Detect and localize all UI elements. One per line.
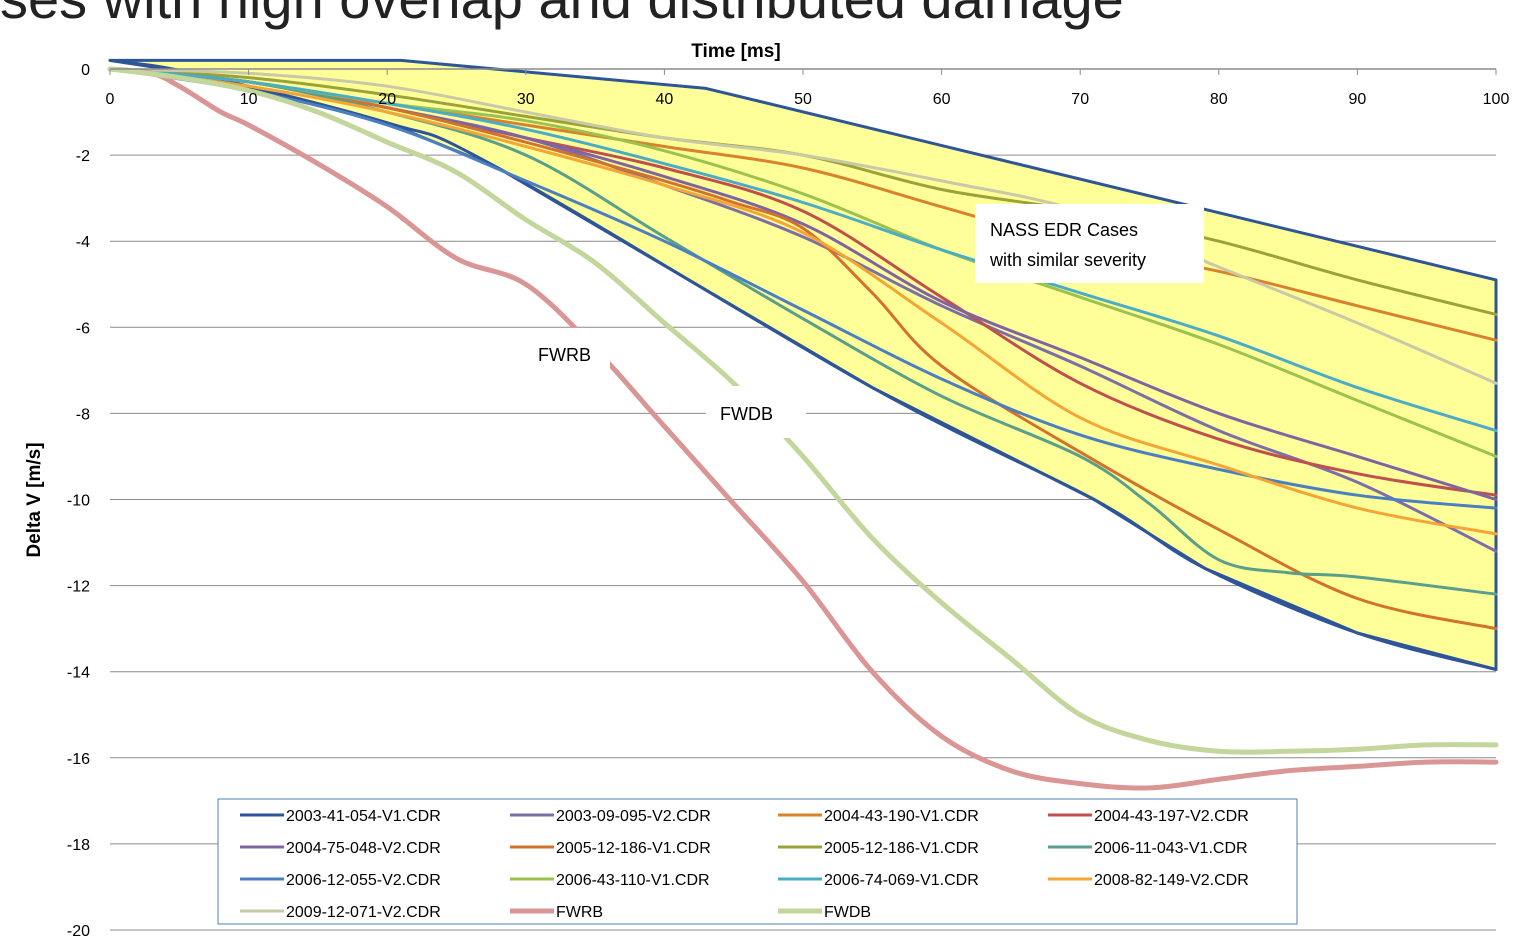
axis-layer: 0 10 20 30 40 50 60 70 80 90 100 0 -2 -4 -6 -8 -10 -12 -14… (67, 62, 1510, 940)
annotation-label-1: FWRB (538, 345, 591, 365)
x-tick-label: 20 (378, 91, 396, 108)
annotation-layer: NASS EDR Cases with similar severity FWRB F… (520, 204, 1204, 438)
y-tick-label: -2 (76, 148, 90, 165)
legend-label: 2003-41-054-V1.CDR (286, 808, 441, 825)
legend-label: 2006-12-055-V2.CDR (286, 872, 441, 889)
y-tick-label: -20 (67, 923, 90, 940)
y-tick-label: -12 (67, 579, 90, 596)
series-line-12 (108, 67, 1498, 385)
series-layer (107, 58, 1499, 791)
x-tick-label: 90 (1349, 91, 1367, 108)
series-line-11 (108, 67, 1498, 536)
annotation-label-0: with similar severity (989, 250, 1146, 270)
x-tick-label: 70 (1071, 91, 1089, 108)
x-tick-label: 30 (517, 91, 535, 108)
legend-label: 2006-11-043-V1.CDR (1094, 840, 1248, 857)
y-tick-label: -10 (67, 493, 90, 510)
legend: 2003-41-054-V1.CDR 2003-09-095-V2.CDR 2004… (217, 798, 1298, 925)
legend-label: 2005-12-186-V1.CDR (556, 840, 711, 857)
legend-label: 2005-12-186-V1.CDR (824, 840, 979, 857)
series-line-13 (107, 66, 1499, 791)
x-axis-title: Time [ms] (691, 41, 780, 62)
x-tick-label: 60 (933, 91, 951, 108)
series-line-10 (108, 67, 1498, 433)
y-tick-label: -14 (67, 665, 90, 682)
legend-label: 2008-82-149-V2.CDR (1094, 872, 1249, 889)
annotation-box-1 (520, 328, 610, 378)
legend-label: 2004-43-190-V1.CDR (824, 808, 979, 825)
x-tick-label: 40 (656, 91, 674, 108)
legend-label: 2004-75-048-V2.CDR (286, 840, 441, 857)
annotation-label-0: NASS EDR Cases (990, 220, 1138, 240)
x-tick-label: 50 (794, 91, 812, 108)
annotation-box-2 (706, 386, 806, 438)
x-tick-label: 10 (240, 91, 258, 108)
legend-label: FWRB (556, 904, 603, 921)
annotation-label-2: FWDB (720, 404, 773, 424)
x-tick-label: 80 (1210, 91, 1228, 108)
y-tick-label: -8 (76, 406, 90, 423)
legend-label: 2009-12-071-V2.CDR (286, 904, 441, 921)
legend-label: 2006-43-110-V1.CDR (556, 872, 710, 889)
legend-label: 2003-09-095-V2.CDR (556, 808, 711, 825)
legend-label: FWDB (824, 904, 871, 921)
y-tick-label: -4 (76, 234, 90, 251)
x-tick-label: 100 (1483, 91, 1510, 108)
slide-title: ses with high overlap and distributed da… (0, 0, 1124, 31)
y-tick-label: -16 (67, 751, 90, 768)
legend-label: 2006-74-069-V1.CDR (824, 872, 979, 889)
y-tick-label: 0 (81, 62, 90, 79)
series-line-14 (107, 66, 1499, 755)
legend-label: 2004-43-197-V2.CDR (1094, 808, 1249, 825)
legend-box (217, 798, 1298, 925)
y-tick-label: -18 (67, 837, 90, 854)
y-axis-title: Delta V [m/s] (24, 442, 45, 557)
series-line-0 (108, 58, 1498, 671)
y-tick-label: -6 (76, 320, 90, 337)
x-tick-label: 0 (106, 91, 115, 108)
annotation-box-0 (975, 204, 1204, 283)
